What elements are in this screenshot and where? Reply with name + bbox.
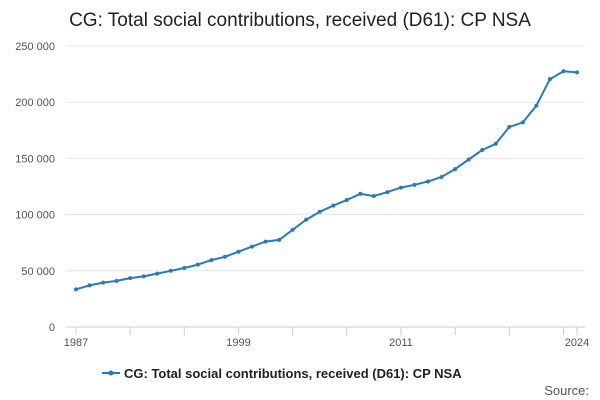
grid	[66, 45, 585, 328]
data-point[interactable]	[466, 157, 471, 162]
x-tick-label: 1999	[226, 337, 250, 349]
data-point[interactable]	[453, 167, 458, 172]
y-tick-label: 150 000	[15, 153, 55, 165]
series-line	[75, 70, 578, 291]
data-point[interactable]	[534, 103, 539, 108]
data-point[interactable]	[128, 276, 133, 281]
data-point[interactable]	[331, 203, 336, 208]
legend-marker	[108, 370, 114, 376]
data-point[interactable]	[480, 147, 485, 152]
data-point[interactable]	[250, 244, 255, 249]
data-point[interactable]	[493, 141, 498, 146]
data-point[interactable]	[547, 77, 552, 82]
data-point[interactable]	[344, 197, 349, 202]
data-point[interactable]	[195, 262, 200, 267]
data-point[interactable]	[87, 283, 92, 288]
data-point[interactable]	[101, 280, 106, 285]
data-point[interactable]	[520, 120, 525, 125]
x-tick-label: 1987	[64, 337, 88, 349]
data-point[interactable]	[561, 69, 566, 74]
data-point[interactable]	[290, 227, 295, 232]
data-point[interactable]	[371, 194, 376, 199]
x-axis: 1987 1999 2011 2024	[64, 327, 589, 349]
data-point[interactable]	[168, 268, 173, 273]
data-point[interactable]	[277, 237, 282, 242]
x-tick-label: 2011	[389, 337, 413, 349]
data-point[interactable]	[412, 182, 417, 187]
data-point[interactable]	[426, 179, 431, 184]
data-point[interactable]	[114, 278, 119, 283]
data-point[interactable]	[439, 174, 444, 179]
legend-label: CG: Total social contributions, received…	[124, 366, 462, 381]
data-point[interactable]	[385, 190, 390, 195]
data-point[interactable]	[358, 191, 363, 196]
chart-title: CG: Total social contributions, received…	[69, 10, 531, 31]
data-point[interactable]	[575, 70, 579, 75]
y-tick-label: 100 000	[15, 210, 55, 222]
y-tick-label: 200 000	[15, 97, 55, 109]
data-point[interactable]	[236, 249, 241, 254]
y-tick-label: 250 000	[15, 41, 55, 53]
data-point[interactable]	[155, 271, 160, 276]
data-point[interactable]	[263, 239, 268, 244]
data-point[interactable]	[398, 185, 403, 190]
x-tick-label: 2024	[565, 337, 589, 349]
data-point[interactable]	[304, 217, 309, 222]
data-point[interactable]	[141, 274, 146, 279]
legend[interactable]: CG: Total social contributions, received…	[102, 366, 462, 381]
source-label: Source:	[544, 383, 589, 398]
series-layer	[74, 69, 579, 292]
data-point[interactable]	[209, 258, 214, 263]
data-point[interactable]	[74, 287, 78, 292]
y-tick-label: 0	[49, 322, 55, 334]
data-point[interactable]	[182, 265, 187, 270]
data-point[interactable]	[507, 124, 512, 129]
y-axis: 0 50 000 100 000 150 000 200 000 250 000	[15, 41, 55, 334]
data-point[interactable]	[222, 254, 227, 259]
data-point[interactable]	[317, 209, 322, 214]
y-tick-label: 50 000	[21, 266, 55, 278]
